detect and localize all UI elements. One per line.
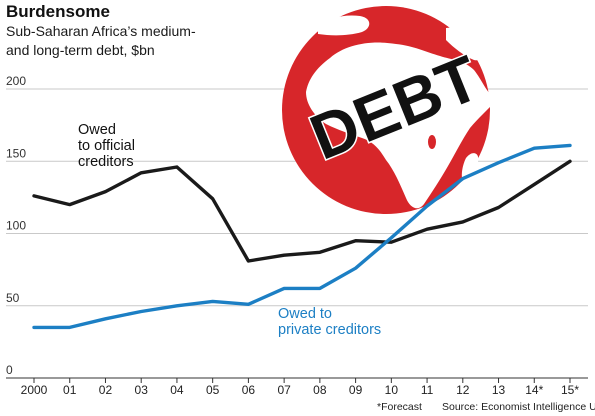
europe-edge: [318, 15, 370, 36]
series-labels: Owed to official creditors Owed to private c…: [78, 122, 381, 338]
x-tick-label: 05: [206, 383, 220, 397]
forecast-note: *Forecast: [377, 401, 422, 413]
x-tick-label: 13: [492, 383, 506, 397]
y-tick-label: 0: [6, 363, 13, 377]
x-tick-label: 12: [456, 383, 470, 397]
x-tick-label: 11: [421, 383, 434, 397]
y-tick-label: 150: [6, 146, 26, 160]
x-tick-label: 15*: [561, 383, 579, 397]
series: [32, 143, 572, 330]
chart-subtitle-line-2: and long-term debt, $bn: [6, 42, 155, 58]
private-creditors-line: [32, 143, 572, 330]
x-tick-label: 10: [385, 383, 399, 397]
x-tick-label: 08: [313, 383, 327, 397]
official-creditors-label-line: to official: [78, 138, 135, 154]
africa-continent: [306, 42, 496, 209]
official-creditors-line: [32, 159, 572, 263]
x-tick-label: 06: [242, 383, 256, 397]
x-tick-label: 04: [170, 383, 184, 397]
x-tick-label: 14*: [525, 383, 543, 397]
private-creditors-label-line: Owed to: [278, 306, 332, 322]
private-creditors-label: Owed to private creditors: [278, 306, 381, 338]
x-tick-label: 2000: [21, 383, 48, 397]
private-creditors-label-line: private creditors: [278, 322, 381, 338]
x-tick-label: 01: [63, 383, 77, 397]
lake-spot: [428, 135, 436, 149]
y-tick-label: 50: [6, 291, 20, 305]
y-tick-label: 100: [6, 219, 26, 233]
y-tick-label: 200: [6, 74, 26, 88]
x-tick-label: 02: [99, 383, 113, 397]
x-tick-label: 03: [135, 383, 149, 397]
debt-globe-illustration: DEBT: [282, 6, 496, 214]
source-note: Source: Economist Intelligence Unit: [442, 401, 595, 413]
x-tick-label: 07: [277, 383, 291, 397]
official-creditors-label: Owed to official creditors: [78, 122, 135, 170]
arabia-landmass: [446, 27, 483, 61]
x-tick-label: 09: [349, 383, 363, 397]
official-creditors-label-line: Owed: [78, 122, 116, 138]
chart-subtitle-line-1: Sub-Saharan Africa’s medium-: [6, 23, 196, 39]
lake-spot: [405, 114, 419, 122]
chart-title: Burdensome: [6, 2, 110, 21]
axes: 200 150 100 50 0 2000 01 02 03 04 05 06 07 08 09 10 11 12…: [6, 74, 588, 397]
official-creditors-label-line: creditors: [78, 154, 134, 170]
